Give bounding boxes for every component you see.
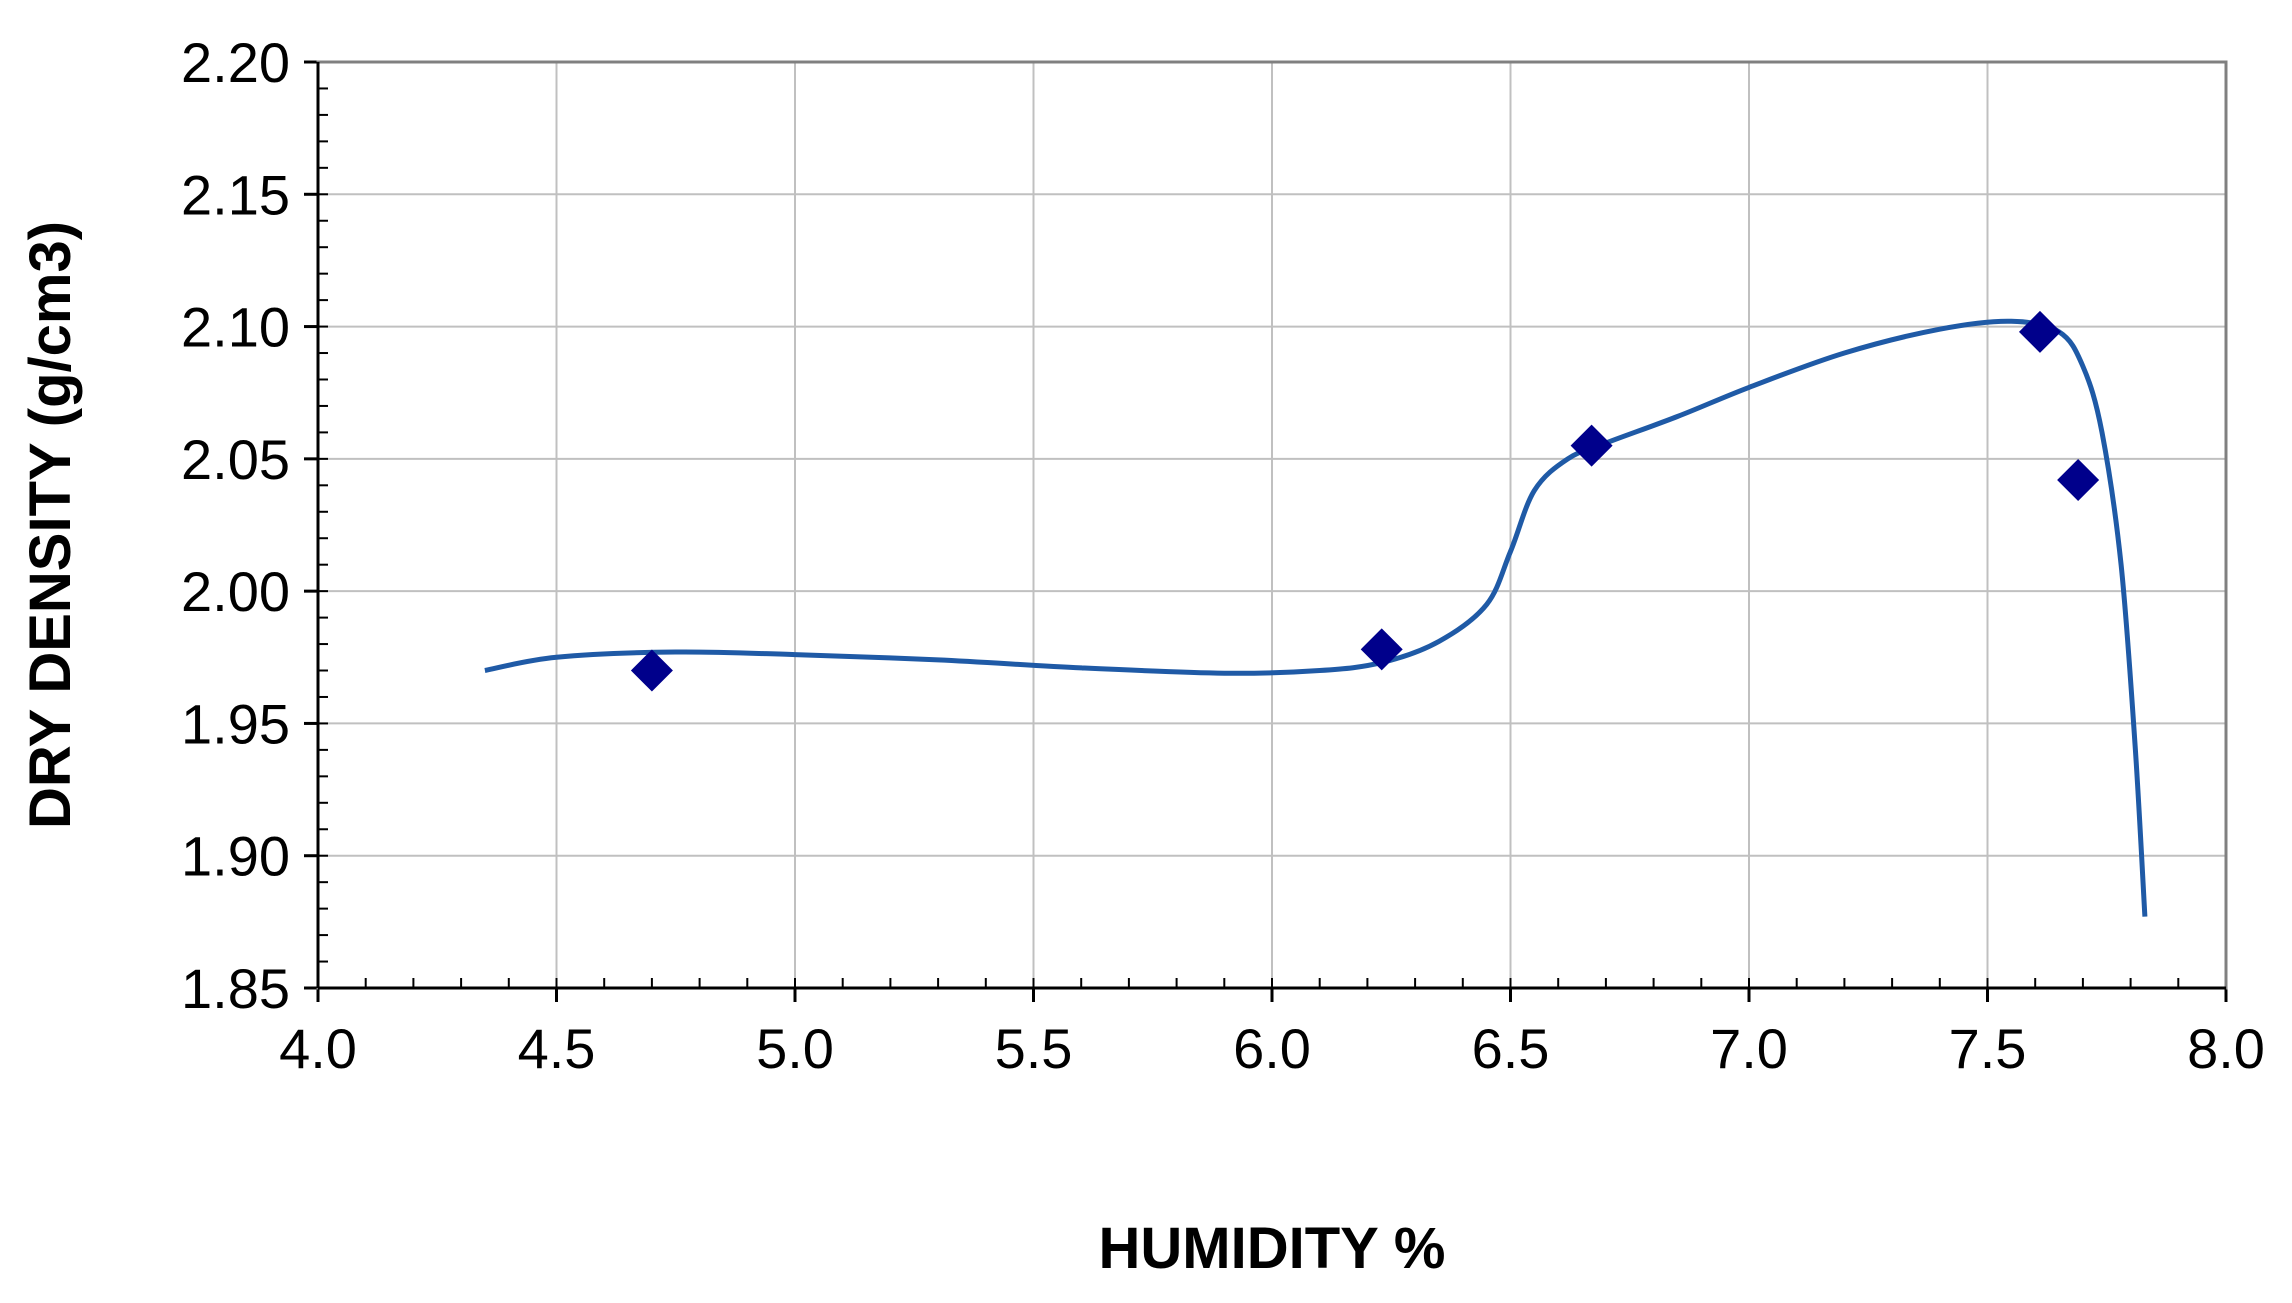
x-tick-label: 4.0: [279, 1017, 357, 1080]
x-tick-label: 5.5: [995, 1017, 1073, 1080]
y-tick-label: 2.05: [181, 428, 290, 491]
points-layer: [630, 310, 2100, 692]
x-tick-labels: 4.0 4.5 5.0 5.5 6.0 6.5 7.0 7.5 8.0: [279, 1017, 2265, 1080]
y-tick-label: 1.85: [181, 957, 290, 1020]
y-tick-label: 1.95: [181, 692, 290, 755]
y-tick-labels: 1.85 1.90 1.95 2.00 2.05 2.10 2.15 2.20: [181, 31, 290, 1020]
y-tick-label: 1.90: [181, 825, 290, 888]
minor-tick-layer: [304, 60, 2228, 1002]
x-tick-label: 6.0: [1233, 1017, 1311, 1080]
grid-layer: [318, 62, 2226, 988]
x-axis-title: HUMIDITY %: [1099, 1216, 1446, 1281]
data-point-diamond: [1360, 628, 1403, 671]
x-tick-label: 8.0: [2187, 1017, 2265, 1080]
x-tick-label: 5.0: [756, 1017, 834, 1080]
x-tick-label: 7.5: [1949, 1017, 2027, 1080]
y-tick-label: 2.10: [181, 296, 290, 359]
fitted-curve: [484, 318, 2148, 917]
x-tick-label: 7.0: [1710, 1017, 1788, 1080]
y-tick-label: 2.15: [181, 163, 290, 226]
x-tick-label: 6.5: [1472, 1017, 1550, 1080]
x-tick-label: 4.5: [518, 1017, 596, 1080]
curve-layer: [484, 318, 2148, 917]
data-point-diamond: [1570, 424, 1613, 467]
data-point-diamond: [630, 649, 673, 692]
y-tick-label: 2.20: [181, 31, 290, 94]
data-point-diamond: [2057, 459, 2100, 502]
y-axis-title: DRY DENSITY (g/cm3): [18, 221, 83, 829]
data-point-diamond: [2018, 310, 2061, 353]
y-tick-label: 2.00: [181, 560, 290, 623]
